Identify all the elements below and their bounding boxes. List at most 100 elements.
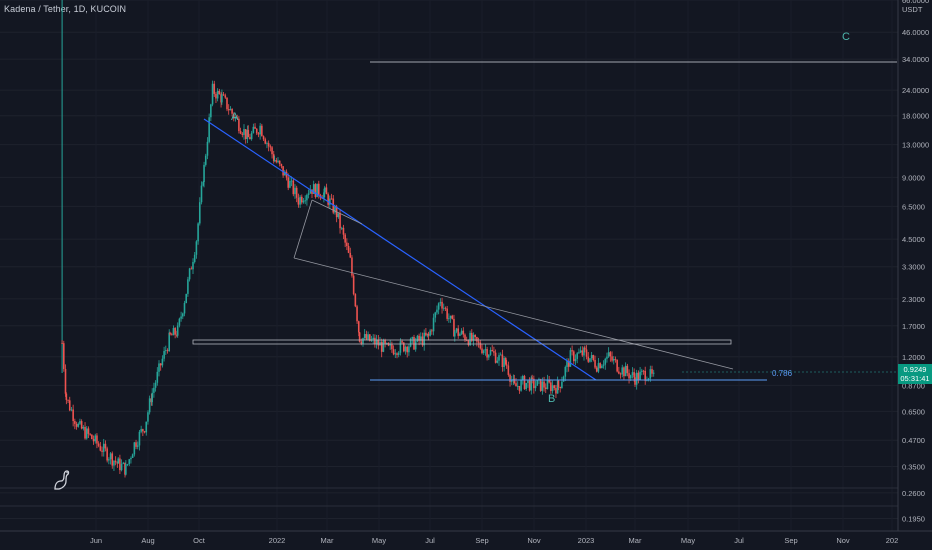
candle-body xyxy=(249,137,251,140)
candle-body xyxy=(472,334,475,341)
candle-body xyxy=(84,426,86,439)
candle-body xyxy=(488,354,490,358)
candle-body xyxy=(148,398,151,413)
candle-body xyxy=(334,206,336,213)
candle-body xyxy=(108,459,110,461)
candle-body xyxy=(349,252,352,258)
candle-body xyxy=(416,335,419,342)
candle-body xyxy=(550,382,552,392)
triangle-left-edge[interactable] xyxy=(293,199,313,259)
candle-body xyxy=(396,353,398,355)
candle-body xyxy=(337,213,340,218)
candle-body xyxy=(509,374,511,382)
candle-body xyxy=(64,368,67,394)
candle-body xyxy=(342,227,345,235)
candle-body xyxy=(439,301,442,304)
candlestick-series xyxy=(61,0,655,478)
candle-body xyxy=(584,347,586,350)
candle-body xyxy=(269,146,272,148)
candle-body xyxy=(479,342,482,349)
candle-body xyxy=(569,350,572,367)
tradingview-logo-icon[interactable] xyxy=(52,469,70,491)
currency-label: USDT xyxy=(902,5,923,14)
candle-body xyxy=(329,198,331,205)
price-tick-label: 1.7000 xyxy=(902,322,925,331)
candle-body xyxy=(629,375,632,379)
candle-body xyxy=(446,308,448,319)
candle-body xyxy=(185,293,187,304)
candle-body xyxy=(469,332,471,346)
price-tick-label: 0.8700 xyxy=(902,381,925,390)
candle-body xyxy=(534,385,537,389)
candle-body xyxy=(457,328,459,336)
candle-body xyxy=(254,126,256,129)
candle-body xyxy=(499,354,502,356)
triangle-top-edge[interactable] xyxy=(311,199,363,225)
bar-countdown: 05:31:41 xyxy=(900,374,930,383)
candle-body xyxy=(266,143,268,144)
gray-trendline-lower[interactable] xyxy=(293,257,734,370)
support-zone-rectangle[interactable] xyxy=(192,339,732,345)
candle-body xyxy=(449,315,452,319)
candle-body xyxy=(292,180,295,195)
candle-body xyxy=(275,160,278,163)
candle-body xyxy=(77,423,80,427)
candle-body xyxy=(427,333,430,336)
candle-body xyxy=(437,303,440,310)
candle-body xyxy=(652,372,655,374)
candle-body xyxy=(599,363,601,369)
wave-label-a: A xyxy=(231,111,239,123)
candle-body xyxy=(592,355,595,361)
candle-body xyxy=(65,393,68,400)
candle-body xyxy=(277,160,279,163)
candle-body xyxy=(255,128,258,134)
candle-body xyxy=(227,109,230,111)
candle-body xyxy=(224,95,227,98)
candle-body xyxy=(579,350,582,353)
candle-body xyxy=(311,189,313,194)
candle-body xyxy=(314,184,317,198)
candle-body xyxy=(459,333,461,336)
candle-body xyxy=(262,136,265,140)
candle-body xyxy=(536,379,539,386)
candle-body xyxy=(616,359,618,372)
candle-body xyxy=(70,409,73,411)
candle-body xyxy=(213,83,216,94)
candle-body xyxy=(493,351,495,353)
drawings-layer[interactable] xyxy=(192,61,898,381)
candle-body xyxy=(382,340,385,352)
candle-body xyxy=(634,377,636,385)
candle-body xyxy=(172,328,175,336)
candle-body xyxy=(454,331,456,337)
candle-body xyxy=(414,341,417,350)
candle-body xyxy=(555,388,557,394)
time-tick-label: 2023 xyxy=(578,536,595,545)
candle-body xyxy=(193,254,196,263)
candle-body xyxy=(187,279,189,294)
candle-body xyxy=(544,387,547,389)
price-tick-label: 0.2600 xyxy=(902,489,925,498)
candle-body xyxy=(75,423,78,427)
candle-body xyxy=(246,129,249,140)
candle-body xyxy=(448,318,450,320)
candle-body xyxy=(229,108,232,111)
candle-body xyxy=(522,376,524,380)
candle-body xyxy=(244,129,247,140)
candle-body xyxy=(216,90,219,99)
candle-body xyxy=(176,325,179,336)
candle-body xyxy=(530,377,533,391)
descending-trendline[interactable] xyxy=(203,118,597,381)
candle-body xyxy=(140,429,142,432)
candle-body xyxy=(420,336,422,341)
candle-body xyxy=(203,164,205,183)
candle-body xyxy=(170,334,173,336)
candle-body xyxy=(82,426,85,429)
candle-body xyxy=(159,363,162,366)
price-tick-label: 3.3000 xyxy=(902,263,925,272)
candle-body xyxy=(231,108,233,114)
candle-body xyxy=(651,369,653,374)
candle-body xyxy=(453,318,455,337)
candle-body xyxy=(302,200,305,203)
